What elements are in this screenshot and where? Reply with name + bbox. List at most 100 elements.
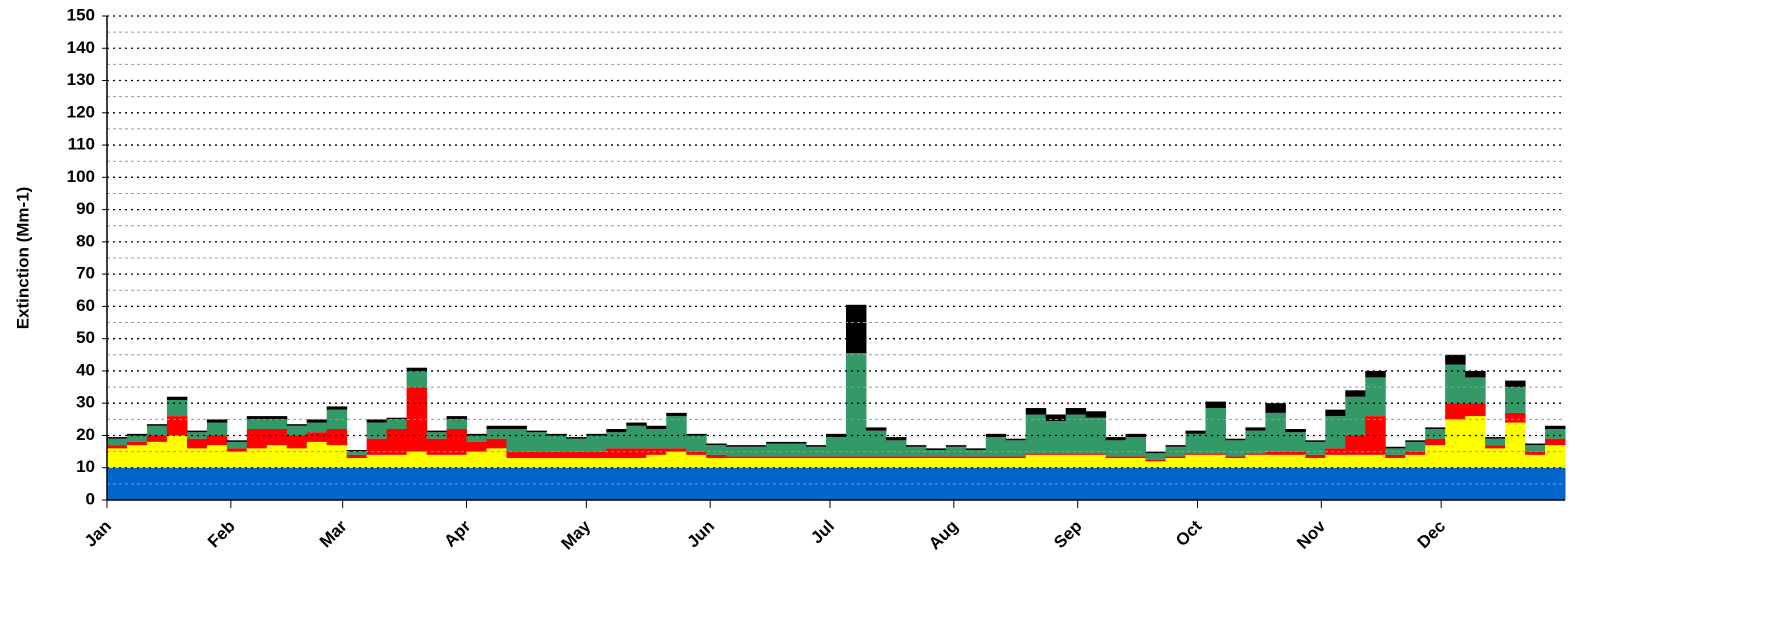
y-tick-label: 140 <box>67 38 95 57</box>
bar-segment <box>226 440 248 442</box>
bar-segment <box>706 454 727 459</box>
bar-segment <box>945 458 967 468</box>
bar-segment <box>1465 403 1486 417</box>
bar-segment <box>1105 456 1127 459</box>
bar-segment <box>366 467 388 500</box>
bar-segment <box>126 433 148 436</box>
bar-segment <box>945 445 967 447</box>
bar-segment <box>446 416 468 420</box>
bar-segment <box>306 422 328 433</box>
bar-segment <box>1185 433 1206 454</box>
bar-segment <box>566 458 587 468</box>
bar-segment <box>586 435 607 452</box>
bar-segment <box>1125 458 1147 468</box>
bar-segment <box>107 437 128 439</box>
bar-segment <box>386 454 408 468</box>
bar-segment <box>686 451 707 455</box>
y-tick-label: 90 <box>76 199 95 218</box>
x-tick-label: Sep <box>1050 517 1085 552</box>
bar-segment <box>166 467 188 500</box>
bar-segment <box>626 458 647 468</box>
bar-segment <box>606 432 627 449</box>
x-tick-label: Aug <box>925 517 962 554</box>
x-tick-label: Jan <box>81 517 115 551</box>
bar-segment <box>1045 453 1067 455</box>
bar-segment <box>166 399 188 417</box>
bar-segment <box>1285 432 1306 452</box>
bar-segment <box>945 446 967 457</box>
bar-segment <box>845 353 867 457</box>
bar-segment <box>286 448 308 468</box>
bar-segment <box>606 458 627 468</box>
bar-segment <box>1385 448 1406 455</box>
bar-segment <box>766 467 787 500</box>
bar-segment <box>1485 438 1506 446</box>
bar-segment <box>646 454 667 468</box>
bar-segment <box>1225 458 1246 468</box>
bar-segment <box>1505 380 1526 388</box>
bar-segment <box>1185 454 1206 468</box>
y-tick-label: 150 <box>67 5 95 24</box>
bar-segment <box>1445 364 1466 404</box>
bar-segment <box>1145 453 1167 460</box>
x-tick-label: Apr <box>440 516 474 550</box>
y-axis-label: Extinction (Mm-1) <box>13 187 32 330</box>
bar-segment <box>1385 454 1406 459</box>
bar-segment <box>865 458 887 468</box>
bar-segment <box>905 458 927 468</box>
bar-segment <box>586 433 607 436</box>
bar-segment <box>905 445 927 447</box>
bar-segment <box>1505 387 1526 413</box>
bar-segment <box>386 419 408 430</box>
bar-segment <box>905 456 927 459</box>
bar-segment <box>586 467 607 500</box>
bar-segment <box>266 416 288 420</box>
x-tick-label: Jun <box>683 517 718 552</box>
bar-segment <box>1105 440 1127 457</box>
bar-segment <box>826 458 847 468</box>
y-tick-label: 60 <box>76 296 95 315</box>
bar-segment <box>726 467 747 500</box>
bar-segment <box>246 419 268 430</box>
bar-segment <box>1205 408 1226 454</box>
y-tick-label: 80 <box>76 231 95 250</box>
bar-segment <box>206 445 228 468</box>
bar-segment <box>1345 435 1366 455</box>
y-tick-label: 100 <box>67 167 95 186</box>
bar-segment <box>1505 412 1526 423</box>
bar-segment <box>586 451 607 459</box>
bar-segment <box>1125 437 1147 457</box>
bar-segment <box>1365 377 1386 417</box>
bar-segment <box>1265 451 1286 455</box>
bar-segment <box>1005 467 1027 500</box>
bar-segment <box>126 445 148 468</box>
bar-segment <box>546 451 567 459</box>
bar-segment <box>1225 456 1246 459</box>
bar-segment <box>346 451 368 455</box>
bar-segment <box>366 454 388 468</box>
bar-segment <box>985 437 1007 457</box>
bar-segment <box>126 435 148 442</box>
bar-segment <box>666 412 687 417</box>
bar-segment <box>1025 454 1047 468</box>
bar-segment <box>1365 454 1386 468</box>
y-tick-label: 30 <box>76 393 95 412</box>
bar-segment <box>925 448 947 450</box>
bar-segment <box>466 433 487 436</box>
bar-segment <box>666 416 687 449</box>
bar-segment <box>226 441 248 449</box>
bar-segment <box>606 467 627 500</box>
bar-segment <box>845 467 867 500</box>
bar-segment <box>1365 416 1386 455</box>
bar-segment <box>406 467 428 500</box>
y-tick-label: 20 <box>76 425 95 444</box>
bar-segment <box>686 435 707 452</box>
bar-segment <box>1005 458 1027 468</box>
bar-segment <box>925 456 947 459</box>
bar-segment <box>826 437 847 457</box>
bar-segment <box>1485 437 1506 439</box>
bar-segment <box>426 438 448 455</box>
bar-segment <box>486 467 507 500</box>
bar-segment <box>146 425 168 436</box>
